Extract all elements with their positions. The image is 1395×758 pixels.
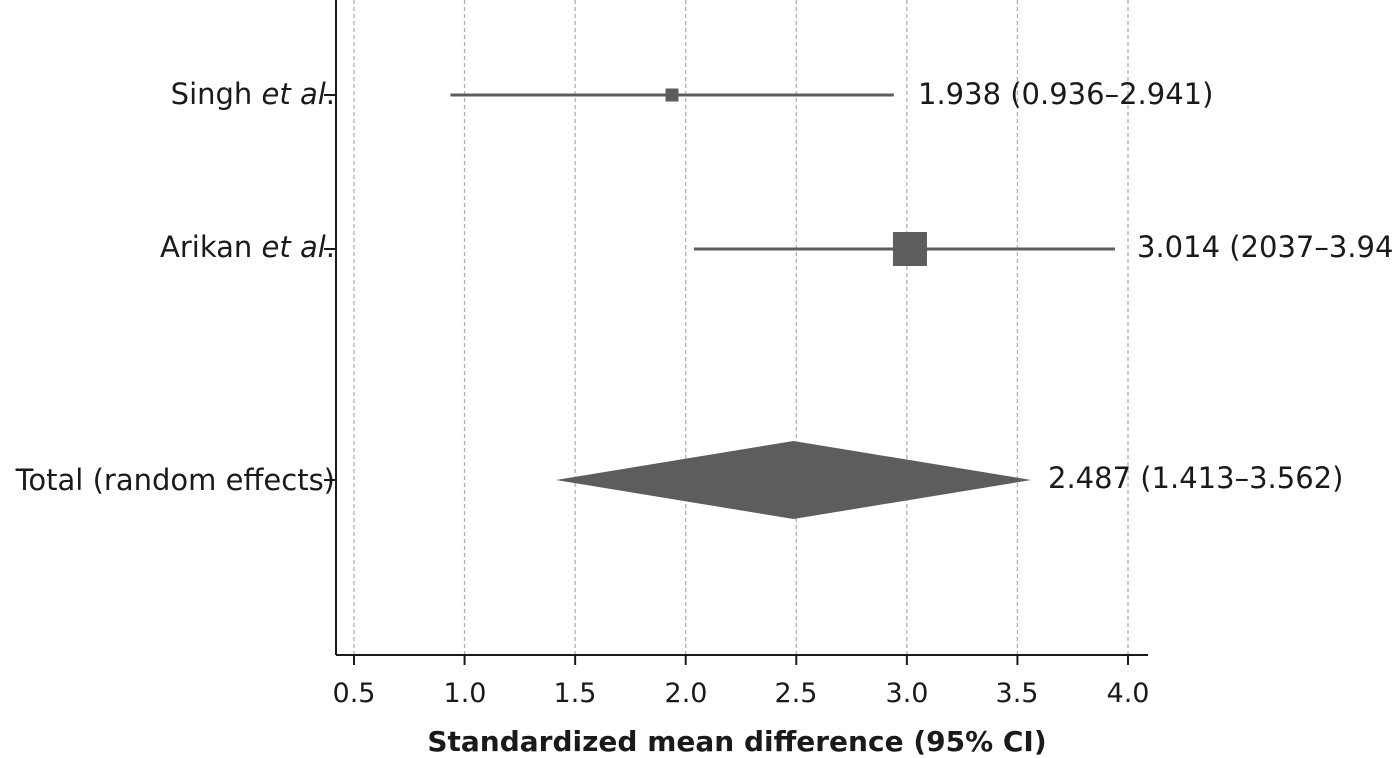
x-tick-label: 4.0 [1106, 678, 1150, 709]
pooled-effect-diamond [555, 441, 1032, 519]
x-tick-label: 2.0 [664, 678, 708, 709]
x-tick-label: 3.5 [995, 678, 1039, 709]
study-suffix-end: . [325, 230, 335, 264]
effect-square [665, 88, 679, 102]
effect-square [892, 232, 927, 266]
x-tick-label: 1.0 [443, 678, 487, 709]
estimate-label-total: 2.487 (1.413–3.562) [1048, 461, 1344, 495]
study-suffix: et al [261, 230, 326, 264]
study-name: Arikan [160, 230, 253, 264]
estimate-label-singh: 1.938 (0.936–2.941) [918, 77, 1214, 111]
study-suffix: et al [261, 77, 326, 111]
x-tick-label: 2.5 [774, 678, 818, 709]
x-axis-label: Standardized mean difference (95% CI) [427, 725, 1047, 758]
study-name: Singh [170, 77, 253, 111]
study-label-arikan: Arikan et al. [160, 233, 335, 262]
study-suffix-end: . [325, 77, 335, 111]
x-tick-label: 0.5 [332, 678, 376, 709]
x-tick-label: 3.0 [885, 678, 929, 709]
estimate-label-arikan: 3.014 (2037–3.941) [1137, 230, 1395, 264]
total-label: Total (random effects) [15, 463, 335, 497]
study-label-singh: Singh et al. [171, 80, 335, 109]
x-tick-label: 1.5 [553, 678, 597, 709]
